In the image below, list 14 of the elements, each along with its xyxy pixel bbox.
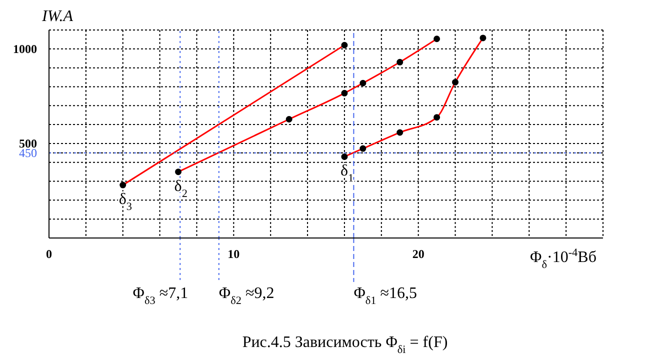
y-axis-title: IW.A xyxy=(41,8,74,25)
x-tick-label: 10 xyxy=(228,247,240,261)
x-axis-title: Φ$_{δ}$·10$^{-4}$Вб xyxy=(530,247,596,271)
series-label: δ$_{2}$ xyxy=(174,178,188,200)
text: Рис.4.5 Зависимость Φ$_{δi}$ = f(F) xyxy=(242,334,448,356)
ref-line-label: Φ$_{δ1}$ ≈16,5 xyxy=(354,285,418,307)
series-label: δ$_{3}$ xyxy=(118,191,132,214)
x-tick-label: 20 xyxy=(412,247,424,261)
y-tick-label: 1000 xyxy=(13,42,37,56)
x-tick-label: 0 xyxy=(46,247,52,261)
y-tick-label: 500 xyxy=(19,136,37,150)
ref-line-label: Φ$_{δ3}$ ≈7,1 xyxy=(132,285,188,307)
series-label: δ$_{1}$ xyxy=(340,162,354,185)
ref-line-label: Φ$_{δ2}$ ≈9,2 xyxy=(218,285,274,307)
